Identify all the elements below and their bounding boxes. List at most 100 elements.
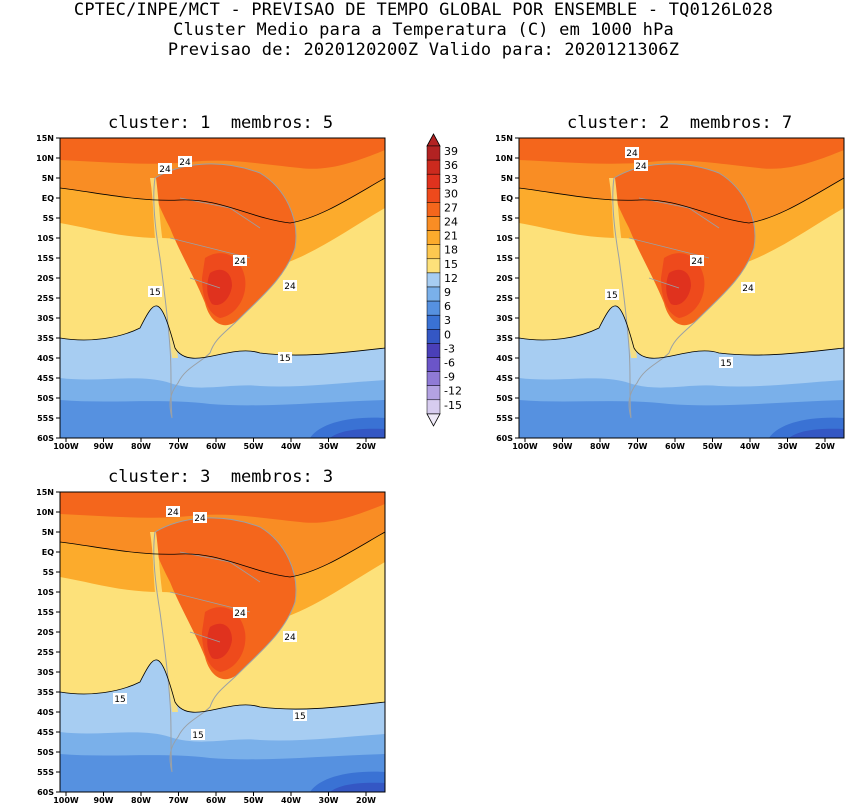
lat-tick-label: 20S [496,274,513,283]
contour-label: 15 [192,731,203,741]
colorbar-swatch [426,286,441,302]
contour-label-box [293,710,307,721]
contour-label: 15 [149,288,160,298]
lat-tick-label: 35S [37,334,54,343]
lon-tick-label: 30W [778,442,798,451]
lat-tick-label: 60S [37,434,54,443]
lat-tick-label: 5S [43,568,55,577]
lon-tick-label: 100W [53,442,79,451]
lon-tick-label: 80W [590,442,610,451]
colorbar-swatch [426,244,441,260]
colorbar-bottom-arrow [426,413,441,427]
lat-tick-label: 25S [37,294,54,303]
colorbar-top-arrow [426,133,441,147]
lon-tick-label: 30W [319,796,339,803]
lat-tick-label: 55S [496,414,513,423]
lat-tick-label: 40S [496,354,513,363]
colorbar-swatch [426,230,441,245]
lat-tick-label: 5N [42,174,54,183]
colorbar-swatch [426,329,441,344]
colorbar-label: -12 [444,385,462,398]
colorbar-swatch [426,272,441,288]
colorbar-swatch [426,159,441,175]
colorbar-label: -6 [444,357,455,370]
lat-tick-label: 60S [37,788,54,797]
lat-tick-label: 15N [36,488,54,497]
lat-tick-label: 5N [42,528,54,537]
colorbar-label: 39 [444,145,458,158]
lat-tick-label: 50S [37,394,54,403]
lat-tick-label: 55S [37,414,54,423]
colorbar-label: -15 [444,399,462,412]
contour-label: 15 [279,354,290,364]
lat-tick-label: 10N [36,508,54,517]
lon-tick-label: 40W [281,442,301,451]
lat-tick-label: 35S [37,688,54,697]
colorbar-swatch [426,300,441,316]
colorbar-swatch [426,202,441,217]
contour-label: 24 [167,508,179,518]
colorbar-swatch [426,357,441,372]
colorbar-label: 33 [444,173,458,186]
lon-tick-label: 60W [206,442,226,451]
header-line-2: Cluster Medio para a Temperatura (C) em … [173,20,674,40]
lat-tick-label: 25S [37,648,54,657]
colorbar-swatch [426,188,441,203]
contour-label-box [191,729,205,740]
lat-tick-label: EQ [42,194,54,203]
lat-tick-label: 15S [37,608,54,617]
colorbar-swatch [426,173,441,189]
lat-tick-label: 10N [495,154,513,163]
lon-tick-label: 50W [703,442,723,451]
colorbar-label: 30 [444,187,458,200]
lat-tick-label: 60S [496,434,513,443]
contour-label: 15 [606,291,617,301]
colorbar-label: 9 [444,286,451,299]
lat-tick-label: 50S [496,394,513,403]
lon-tick-label: 40W [740,442,760,451]
header-line-1: CPTEC/INPE/MCT - PREVISAO DE TEMPO GLOBA… [73,0,774,20]
contour-label-box [690,255,704,266]
colorbar-label: 18 [444,244,458,257]
panel-1-title: cluster: 1 membros: 5 [108,113,334,133]
contour-label: 24 [284,282,296,292]
panel-2-map [518,137,845,439]
lon-tick-label: 60W [665,442,685,451]
contour-label-box [166,506,180,517]
lat-tick-label: 15N [495,134,513,143]
colorbar-swatch [426,258,441,274]
contour-label: 24 [742,284,754,294]
lat-tick-label: 10S [37,588,54,597]
lon-tick-label: 90W [94,796,114,803]
contour-label-box [193,512,207,523]
colorbar-label: -3 [444,342,455,355]
lat-tick-label: 45S [37,728,54,737]
contour-label-box [158,163,172,174]
panel-2-title: cluster: 2 membros: 7 [567,113,793,133]
colorbar-swatch [426,371,441,386]
contour-label: 15 [720,359,731,369]
contour-label-box [233,607,247,618]
lon-tick-label: 60W [206,796,226,803]
lon-tick-label: 30W [319,442,339,451]
colorbar-swatch [426,314,441,330]
contour-label-box [283,280,297,291]
panel-1-map [59,137,386,439]
contour-label-box [278,352,292,363]
lat-tick-label: 30S [496,314,513,323]
contour-label-box [148,286,162,297]
contour-label-box [605,289,619,300]
colorbar-label: 0 [444,328,451,341]
colorbar-swatch [426,399,441,415]
contour-label: 15 [114,695,125,705]
lat-tick-label: 30S [37,314,54,323]
lat-tick-label: EQ [42,548,54,557]
contour-label-box [233,255,247,266]
contour-label: 24 [159,165,171,175]
colorbar-label: 12 [444,272,458,285]
lon-tick-label: 100W [512,442,538,451]
lat-tick-label: 40S [37,354,54,363]
colorbar-swatch [426,385,441,401]
contour-label: 24 [691,257,703,267]
contour-label: 24 [234,609,246,619]
